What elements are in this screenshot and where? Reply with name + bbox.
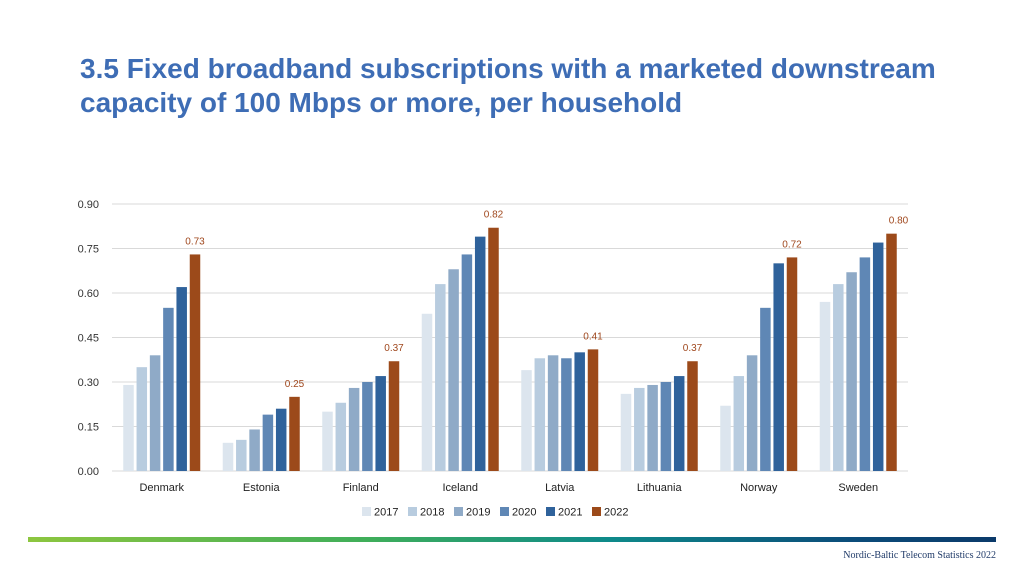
bar-finland-2021 <box>375 376 386 471</box>
bar-sweden-2017 <box>819 301 831 471</box>
data-labels: 0.73 0.25 0.37 0.82 0.41 0.37 0.72 0.80 <box>185 210 908 390</box>
bar-sweden-2021 <box>872 242 884 471</box>
bar-norway-2017 <box>720 405 731 471</box>
bar-norway-2022 <box>786 257 798 471</box>
bar-denmark-2019 <box>149 355 161 471</box>
bar-denmark-2018 <box>136 367 148 471</box>
legend-swatch-2018 <box>408 507 417 516</box>
bar-lithuania-2017 <box>620 393 632 471</box>
bar-denmark-2020 <box>163 307 174 471</box>
bar-iceland-2019 <box>448 269 459 471</box>
legend-label: 2017 <box>374 507 398 519</box>
data-label-estonia: 0.25 <box>285 379 305 390</box>
bar-finland-2019 <box>348 387 360 471</box>
bar-norway-2018 <box>733 376 745 471</box>
bar-norway-2021 <box>773 263 784 471</box>
legend-label: 2018 <box>420 507 444 519</box>
legend-label: 2021 <box>558 507 582 519</box>
legend: 2017 2018 2019 2020 2021 2022 <box>362 507 628 519</box>
bar-latvia-2018 <box>534 358 546 471</box>
bar-estonia-2019 <box>249 429 260 471</box>
bar-denmark-2017 <box>123 384 134 471</box>
bar-denmark-2022 <box>189 254 201 471</box>
bar-finland-2020 <box>362 382 373 471</box>
bar-sweden-2019 <box>846 272 857 471</box>
category-label: Latvia <box>545 482 575 494</box>
footer-gradient-bar <box>28 537 996 542</box>
y-tick-label: 0.00 <box>78 466 99 478</box>
footer-source: Nordic-Baltic Telecom Statistics 2022 <box>843 550 996 561</box>
bars <box>123 227 897 471</box>
bar-finland-2017 <box>322 411 333 471</box>
data-label-sweden: 0.80 <box>889 216 909 227</box>
data-label-finland: 0.37 <box>384 343 404 354</box>
category-label: Norway <box>740 482 778 494</box>
bar-iceland-2017 <box>421 313 433 471</box>
bar-latvia-2017 <box>521 370 532 471</box>
bar-iceland-2021 <box>474 236 486 471</box>
bar-lithuania-2020 <box>660 382 672 471</box>
bar-estonia-2022 <box>289 396 300 471</box>
y-tick-label: 0.90 <box>78 199 99 211</box>
category-label: Denmark <box>139 482 184 494</box>
bar-iceland-2020 <box>461 254 473 471</box>
bar-chart: 0.00 0.15 0.30 0.45 0.60 0.75 0.90 0.73 0.25 0.3… <box>78 199 909 519</box>
data-label-latvia: 0.41 <box>583 331 603 342</box>
data-label-norway: 0.72 <box>782 239 802 250</box>
legend-swatch-2019 <box>454 507 463 516</box>
y-tick-label: 0.30 <box>78 377 99 389</box>
bar-sweden-2022 <box>886 233 897 471</box>
legend-swatch-2020 <box>500 507 509 516</box>
legend-label: 2020 <box>512 507 536 519</box>
bar-lithuania-2019 <box>647 384 658 471</box>
bar-estonia-2021 <box>275 408 287 471</box>
y-tick-label: 0.15 <box>78 422 99 434</box>
bar-norway-2019 <box>746 355 758 471</box>
bar-latvia-2022 <box>587 349 599 471</box>
bar-estonia-2018 <box>236 439 247 471</box>
data-label-lithuania: 0.37 <box>683 343 703 354</box>
slide-title: 3.5 Fixed broadband subscriptions with a… <box>80 53 936 118</box>
bar-latvia-2019 <box>547 355 559 471</box>
data-label-iceland: 0.82 <box>484 210 504 221</box>
y-tick-label: 0.60 <box>78 288 99 300</box>
bar-sweden-2020 <box>859 257 871 471</box>
bar-iceland-2022 <box>488 227 499 471</box>
bar-denmark-2021 <box>176 287 187 471</box>
x-axis-categories: Denmark Estonia Finland Iceland Latvia Lithua… <box>139 482 878 494</box>
bar-iceland-2018 <box>435 284 446 471</box>
category-label: Estonia <box>243 482 281 494</box>
bar-estonia-2020 <box>262 414 274 471</box>
bar-estonia-2017 <box>222 442 234 471</box>
bar-lithuania-2021 <box>673 376 685 471</box>
legend-label: 2022 <box>604 507 628 519</box>
bar-latvia-2021 <box>574 352 585 471</box>
legend-swatch-2021 <box>546 507 555 516</box>
category-label: Finland <box>343 482 379 494</box>
bar-norway-2020 <box>760 307 771 471</box>
legend-label: 2019 <box>466 507 490 519</box>
category-label: Sweden <box>838 482 878 494</box>
bar-lithuania-2018 <box>634 387 645 471</box>
bar-finland-2022 <box>388 361 400 471</box>
bar-finland-2018 <box>335 402 347 471</box>
legend-swatch-2017 <box>362 507 371 516</box>
y-axis-ticks: 0.00 0.15 0.30 0.45 0.60 0.75 0.90 <box>78 199 99 478</box>
y-tick-label: 0.75 <box>78 244 99 256</box>
category-label: Lithuania <box>637 482 683 494</box>
category-label: Iceland <box>443 482 478 494</box>
bar-sweden-2018 <box>833 284 844 471</box>
data-label-denmark: 0.73 <box>185 236 205 247</box>
bar-lithuania-2022 <box>687 361 698 471</box>
bar-latvia-2020 <box>561 358 572 471</box>
legend-swatch-2022 <box>592 507 601 516</box>
y-tick-label: 0.45 <box>78 333 99 345</box>
